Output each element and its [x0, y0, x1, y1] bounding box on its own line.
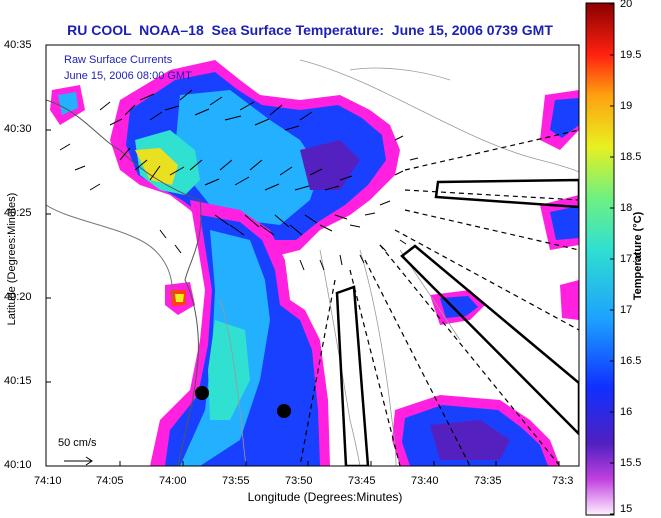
zone-outlines — [335, 178, 579, 466]
map-frame — [45, 44, 580, 467]
x-tick-label: 73:40 — [411, 475, 439, 487]
zone-east — [434, 178, 579, 209]
colorbar-tick: 17 — [620, 304, 633, 316]
colorbar-tick: 20 — [620, 0, 633, 10]
colorbar-tick: 18 — [620, 202, 633, 214]
x-tick-label: 73:55 — [222, 475, 250, 487]
colorbar-tick: 19.5 — [620, 49, 642, 61]
colorbar-tick: 19 — [620, 100, 633, 112]
y-tick-label: 40:15 — [4, 375, 32, 387]
transect-rays — [299, 129, 579, 466]
map-title: RU COOL NOAA–18 Sea Surface Temperature:… — [67, 22, 553, 38]
legend-line-1: Raw Surface Currents — [64, 54, 173, 66]
y-tick-label: 40:10 — [4, 459, 32, 471]
colorbar-tick: 17.5 — [620, 253, 642, 265]
x-tick-label: 74:05 — [96, 475, 124, 487]
current-vectors — [59, 89, 419, 271]
x-tick-label: 73:45 — [348, 475, 376, 487]
y-tick-label: 40:25 — [4, 207, 32, 219]
colorbar — [585, 2, 615, 516]
y-tick-label: 40:30 — [4, 123, 32, 135]
colorbar-tick: 15.5 — [620, 457, 642, 469]
station-dot — [277, 404, 291, 418]
colorbar-tick: 15 — [620, 503, 633, 515]
zone-south — [335, 285, 370, 466]
x-axis-label: Longitude (Degrees:Minutes) — [247, 490, 403, 504]
x-tick-label: 74:00 — [159, 475, 187, 487]
station-dot — [195, 386, 209, 400]
legend-line-2: June 15, 2006 08:00 GMT — [64, 70, 192, 82]
scale-arrow — [64, 456, 93, 466]
colorbar-tick: 18.5 — [620, 151, 642, 163]
x-tick-label: 73:50 — [285, 475, 313, 487]
x-tick-label: 73:35 — [474, 475, 502, 487]
y-tick-label: 40:20 — [4, 291, 32, 303]
coastline — [46, 99, 202, 466]
zone-diagonal — [400, 244, 579, 436]
scale-label: 50 cm/s — [58, 437, 97, 449]
colorbar-tick: 16 — [620, 406, 633, 418]
colorbar-tick: 16.5 — [620, 355, 642, 367]
x-tick-label: 74:10 — [34, 475, 62, 487]
x-tick-label: 73:3 — [552, 475, 574, 487]
sst-field — [50, 60, 579, 466]
y-tick-label: 40:35 — [4, 39, 32, 51]
